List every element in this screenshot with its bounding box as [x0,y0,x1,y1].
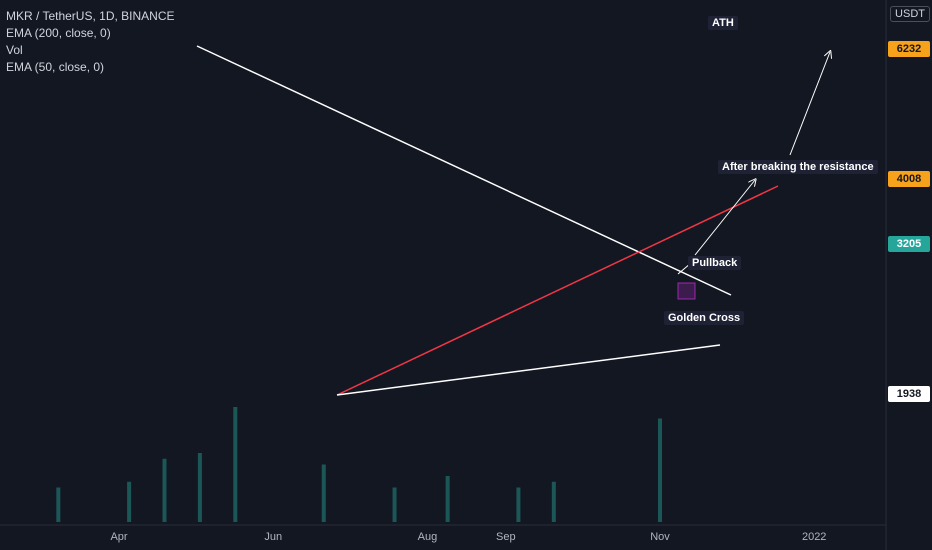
ath-price-tag: 6232 [888,41,930,57]
golden-cross-annotation: Golden Cross [664,311,745,325]
ascending-trendline [336,185,779,396]
legend-ema200[interactable]: EMA (200, close, 0) [6,26,111,40]
x-tick-label: 2022 [802,531,826,543]
volume-bar [233,407,238,522]
currency-label[interactable]: USDT [890,6,930,22]
volume-bars [56,407,662,522]
legend-volume[interactable]: Vol [6,43,23,57]
volume-bar [445,476,450,522]
chart-legend: MKR / TetherUS, 1D, BINANCE EMA (200, cl… [6,8,175,76]
breakout-annotation: After breaking the resistance [718,160,878,174]
target-box [677,282,696,300]
resistance-price-tag: 4008 [888,171,930,187]
volume-bar [516,487,521,522]
support-resistance-zone [677,282,696,300]
volume-bar [551,481,556,522]
volume-bar [56,487,61,522]
x-tick-label: Aug [418,531,438,543]
volume-bar [197,453,202,522]
symbol-title[interactable]: MKR / TetherUS, 1D, BINANCE [6,9,175,23]
axes [0,0,887,550]
x-tick-label: Sep [496,531,516,543]
breakout-arrow [694,180,755,256]
ath-annotation: ATH [708,16,738,30]
volume-bar [392,487,397,522]
legend-ema50[interactable]: EMA (50, close, 0) [6,60,105,74]
x-tick-label: Apr [110,531,127,543]
x-tick-label: Jun [264,531,282,543]
x-tick-label: Nov [650,531,670,543]
pullback-annotation: Pullback [688,256,742,270]
volume-bar [321,464,326,522]
time-axis-ticks: Apr Jun Aug Sep Nov 2022 [110,531,826,543]
volume-bar [162,458,167,522]
descending-trendline [196,45,732,296]
support-trendline [336,344,721,396]
ath-arrow [789,52,830,156]
current-price-tag: 3205 [888,236,930,252]
support-price-tag: 1938 [888,386,930,402]
volume-bar [127,481,132,522]
volume-bar [658,418,662,522]
